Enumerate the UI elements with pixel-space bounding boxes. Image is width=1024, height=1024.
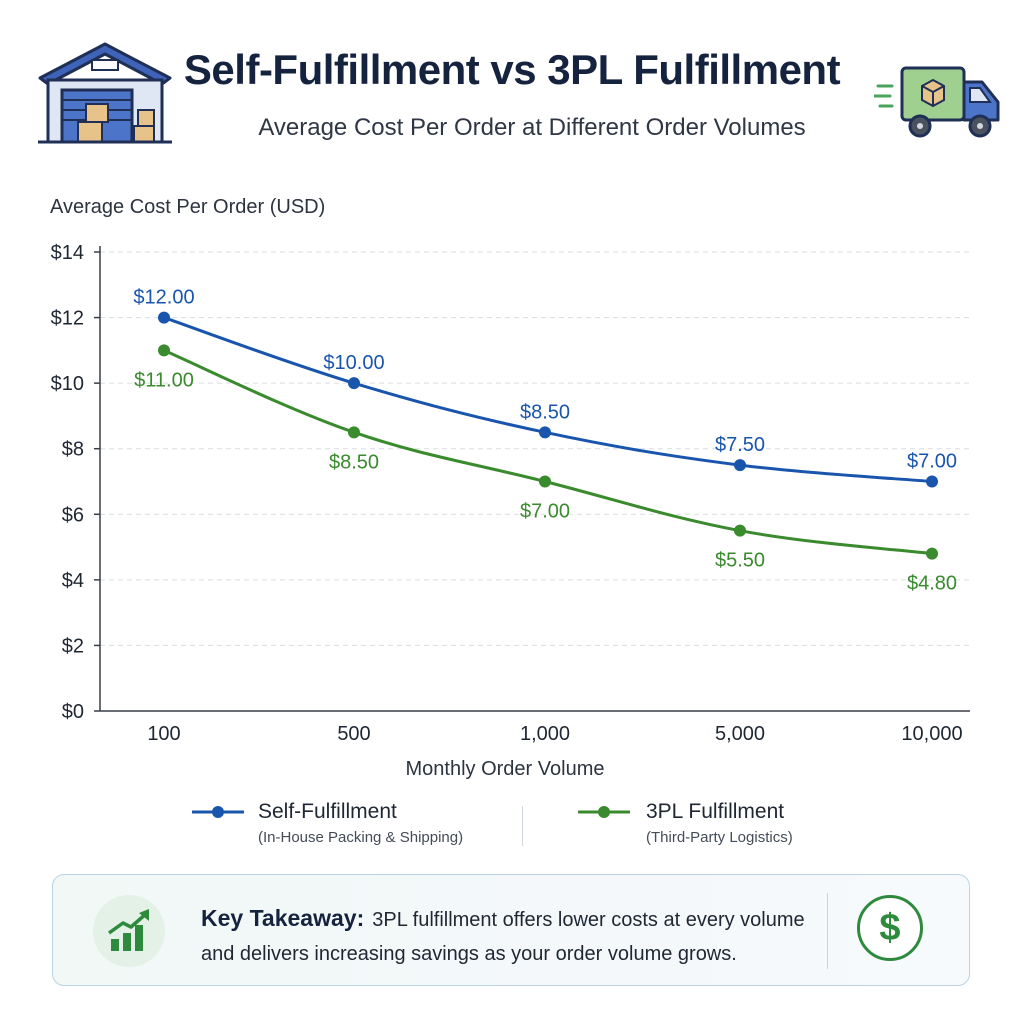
data-label: $5.50 [715, 550, 765, 572]
legend-item-self: Self-Fulfillment (In-House Packing & Shi… [190, 796, 490, 856]
data-point [539, 426, 551, 439]
page-subtitle: Average Cost Per Order at Different Orde… [258, 114, 806, 141]
data-point [926, 475, 938, 488]
data-label: $7.50 [715, 434, 765, 456]
y-tick-label: $4 [62, 570, 84, 592]
page-title: Self-Fulfillment vs 3PL Fulfillment [183, 46, 841, 93]
data-label: $8.50 [329, 451, 379, 473]
series-line [162, 348, 934, 556]
y-tick-label: $0 [62, 701, 84, 723]
key-takeaway-label: Key Takeaway: [201, 905, 365, 931]
data-label: $10.00 [323, 352, 384, 374]
data-point [158, 344, 170, 357]
y-tick-label: $8 [62, 439, 84, 461]
x-tick-label: 5,000 [715, 723, 765, 745]
chart-legend: Self-Fulfillment (In-House Packing & Shi… [0, 796, 1024, 856]
y-axis-label: Average Cost Per Order (USD) [50, 196, 326, 218]
y-tick-label: $6 [62, 504, 84, 526]
y-tick-label: $12 [51, 308, 84, 330]
y-tick-label: $2 [62, 635, 84, 657]
key-takeaway-box: Key Takeaway: 3PL fulfillment offers lowe… [52, 874, 970, 986]
chart-series: $12.00 $10.00 $8.50 $7.50 $7.00 $11.00 $8.50 $7… [133, 287, 957, 595]
x-tick-labels: 100 500 1,000 5,000 10,000 [147, 723, 962, 745]
x-tick-label: 100 [147, 723, 180, 745]
y-tick-label: $14 [51, 242, 84, 264]
data-label: $11.00 [134, 369, 194, 391]
legend-label-3pl: 3PL Fulfillment [646, 800, 785, 823]
data-point [926, 547, 938, 560]
data-point [348, 377, 360, 390]
legend-divider [522, 806, 523, 846]
data-label: $12.00 [133, 287, 194, 309]
x-tick-label: 1,000 [520, 723, 570, 745]
data-point [539, 475, 551, 488]
data-point [158, 311, 170, 324]
data-point [348, 426, 360, 439]
data-label: $4.80 [907, 573, 957, 595]
series-line [162, 316, 934, 483]
growth-chart-icon [93, 895, 165, 967]
legend-item-3pl: 3PL Fulfillment (Third-Party Logistics) [576, 796, 836, 856]
line-chart: $0 $2 $4 $6 $8 $10 $12 $14 100 500 1,000 5,000 10,0… [51, 242, 970, 780]
x-tick-label: 10,000 [901, 723, 962, 745]
y-tick-label: $10 [51, 373, 84, 395]
legend-line-3pl-icon [578, 806, 630, 818]
dollar-icon: $ [857, 895, 923, 961]
key-takeaway-divider [827, 893, 828, 969]
data-label: $7.00 [520, 501, 570, 523]
header: Self-Fulfillment vs 3PL Fulfillment Aver… [0, 0, 1024, 160]
data-point [734, 524, 746, 537]
data-point [734, 459, 746, 472]
x-axis-label: Monthly Order Volume [406, 758, 605, 780]
legend-line-self-icon [192, 806, 244, 818]
data-label: $7.00 [907, 451, 957, 473]
legend-sublabel-3pl: (Third-Party Logistics) [646, 829, 793, 846]
legend-label-self: Self-Fulfillment [258, 800, 397, 823]
y-tick-labels: $0 $2 $4 $6 $8 $10 $12 $14 [51, 242, 84, 723]
data-label: $8.50 [520, 401, 570, 423]
chart-grid [100, 251, 970, 646]
key-takeaway-body: 3PL fulfillment offers lower costs at ev… [201, 909, 805, 965]
chart-axes [94, 246, 970, 712]
key-takeaway-text: Key Takeaway: 3PL fulfillment offers lowe… [201, 901, 841, 971]
legend-sublabel-self: (In-House Packing & Shipping) [258, 829, 464, 846]
x-tick-label: 500 [337, 723, 370, 745]
delivery-truck-icon [874, 66, 1000, 138]
warehouse-icon [38, 42, 172, 144]
